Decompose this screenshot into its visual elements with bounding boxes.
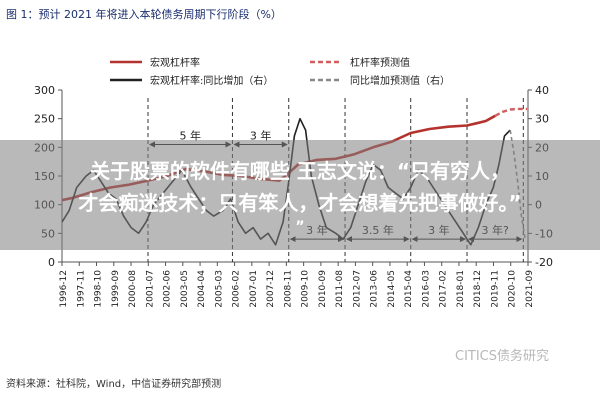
x-tick-label: 2019-11 xyxy=(490,270,500,308)
legend-label: 宏观杠杆率 xyxy=(150,56,200,69)
x-tick-label: 2004-04 xyxy=(197,270,207,308)
x-tick-label: 2018-12 xyxy=(473,270,483,308)
cycle-label: 3 年 xyxy=(250,128,272,142)
y-left-tick-label: 0 xyxy=(48,256,55,269)
legend-label: 杠杆率预测值 xyxy=(350,56,410,69)
x-tick-label: 2020-10 xyxy=(508,270,518,308)
y-left-tick-label: 250 xyxy=(34,113,55,126)
x-tick-label: 2014-05 xyxy=(387,270,397,308)
x-tick-label: 1998-10 xyxy=(94,270,104,308)
cycle-label: 5 年 xyxy=(179,128,201,142)
x-tick-label: 1996-12 xyxy=(59,270,69,308)
x-tick-label: 2012-07 xyxy=(352,270,362,308)
text-overlay-banner: 关于股票的软件有哪些 王志文说：“只有穷人， 才会痴迷技术；只有笨人，才会想着先… xyxy=(0,140,600,250)
x-tick-label: 2021-09 xyxy=(525,270,535,308)
x-tick-label: 2007-12 xyxy=(266,270,276,308)
x-tick-label: 2007-01 xyxy=(249,270,259,308)
x-tick-label: 2010-09 xyxy=(318,270,328,308)
x-tick-label: 2013-06 xyxy=(370,270,380,308)
x-tick-label: 2009-10 xyxy=(301,270,311,308)
y-right-tick-label: -20 xyxy=(535,256,553,269)
x-tick-label: 2002-06 xyxy=(163,270,173,308)
x-tick-label: 2005-03 xyxy=(214,270,224,308)
x-tick-label: 2008-11 xyxy=(283,270,293,308)
x-tick-label: 1999-09 xyxy=(111,270,121,308)
overlay-line-1: 关于股票的软件有哪些 王志文说：“只有穷人， xyxy=(89,159,511,183)
x-tick-label: 2018-01 xyxy=(456,270,466,308)
y-right-tick-label: 30 xyxy=(535,113,549,126)
overlay-line-2: 才会痴迷技术；只有笨人，才会想着先把事做好。” xyxy=(78,191,522,215)
x-tick-label: 2003-05 xyxy=(180,270,190,308)
chart-title: 图 1：预计 2021 年将进入本轮债务周期下行阶段（%） xyxy=(6,8,282,21)
x-tick-label: 2011-08 xyxy=(335,270,345,308)
y-right-tick-label: 40 xyxy=(535,84,549,97)
x-tick-label: 1997-11 xyxy=(76,270,86,308)
legend-label: 同比增加预测值（右） xyxy=(350,74,450,87)
overlay-line-3: ” xyxy=(295,219,305,235)
x-tick-label: 2000-08 xyxy=(128,270,138,308)
y-left-tick-label: 300 xyxy=(34,84,55,97)
legend-label: 宏观杠杆率:同比增加（右） xyxy=(150,74,273,87)
watermark-logo: CITICS债务研究 xyxy=(455,349,550,364)
x-tick-label: 2016-03 xyxy=(421,270,431,308)
series-line-2 xyxy=(494,107,528,117)
x-tick-label: 2006-02 xyxy=(232,270,242,308)
x-tick-label: 2015-04 xyxy=(404,270,414,308)
x-tick-label: 2001-07 xyxy=(145,270,155,308)
source-note: 资料来源：社科院，Wind，中信证券研究部预测 xyxy=(6,379,222,390)
x-tick-label: 2017-02 xyxy=(439,270,449,308)
